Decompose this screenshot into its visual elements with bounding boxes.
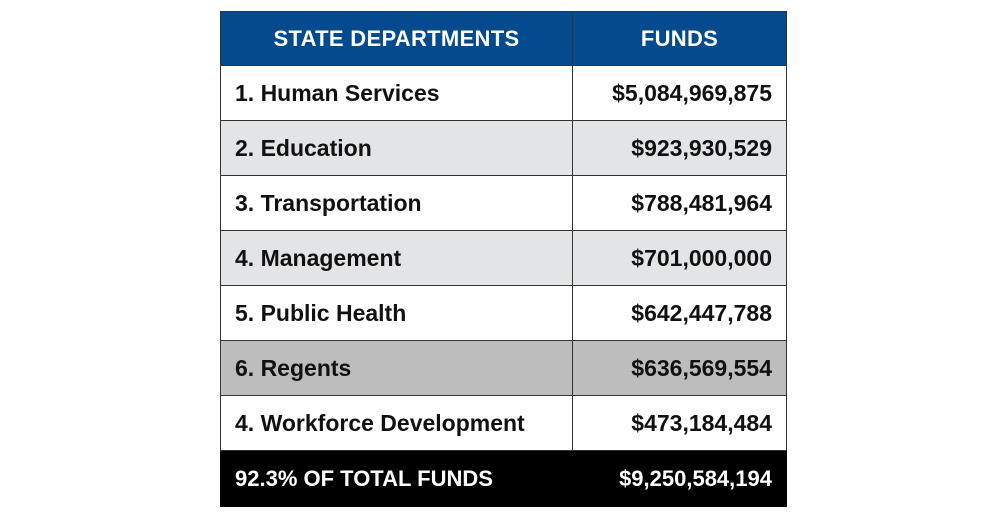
table-row: 5. Public Health $642,447,788 [220,285,787,341]
row-funds: $642,447,788 [572,285,787,341]
table-row: 4. Management $701,000,000 [220,230,787,286]
table-row: 6. Regents $636,569,554 [220,340,787,396]
row-department: 4. Workforce Development [220,395,573,451]
row-funds: $636,569,554 [572,340,787,396]
row-funds: $701,000,000 [572,230,787,286]
header-departments: STATE DEPARTMENTS [220,11,573,66]
row-department: 1. Human Services [220,65,573,121]
total-funds: $9,250,584,194 [572,450,787,507]
table-row: 3. Transportation $788,481,964 [220,175,787,231]
table-row: 4. Workforce Development $473,184,484 [220,395,787,451]
table-row: 2. Education $923,930,529 [220,120,787,176]
total-row: 92.3% OF TOTAL FUNDS $9,250,584,194 [220,450,787,507]
row-funds: $473,184,484 [572,395,787,451]
row-department: 4. Management [220,230,573,286]
row-department: 5. Public Health [220,285,573,341]
row-department: 6. Regents [220,340,573,396]
header-row: STATE DEPARTMENTS FUNDS [220,11,787,66]
row-funds: $5,084,969,875 [572,65,787,121]
header-funds: FUNDS [572,11,787,66]
table-body: 1. Human Services $5,084,969,875 2. Educ… [220,65,787,507]
row-funds: $923,930,529 [572,120,787,176]
row-department: 2. Education [220,120,573,176]
row-funds: $788,481,964 [572,175,787,231]
row-department: 3. Transportation [220,175,573,231]
table-row: 1. Human Services $5,084,969,875 [220,65,787,121]
funds-table: STATE DEPARTMENTS FUNDS 1. Human Service… [220,11,787,507]
total-label: 92.3% OF TOTAL FUNDS [220,450,573,507]
